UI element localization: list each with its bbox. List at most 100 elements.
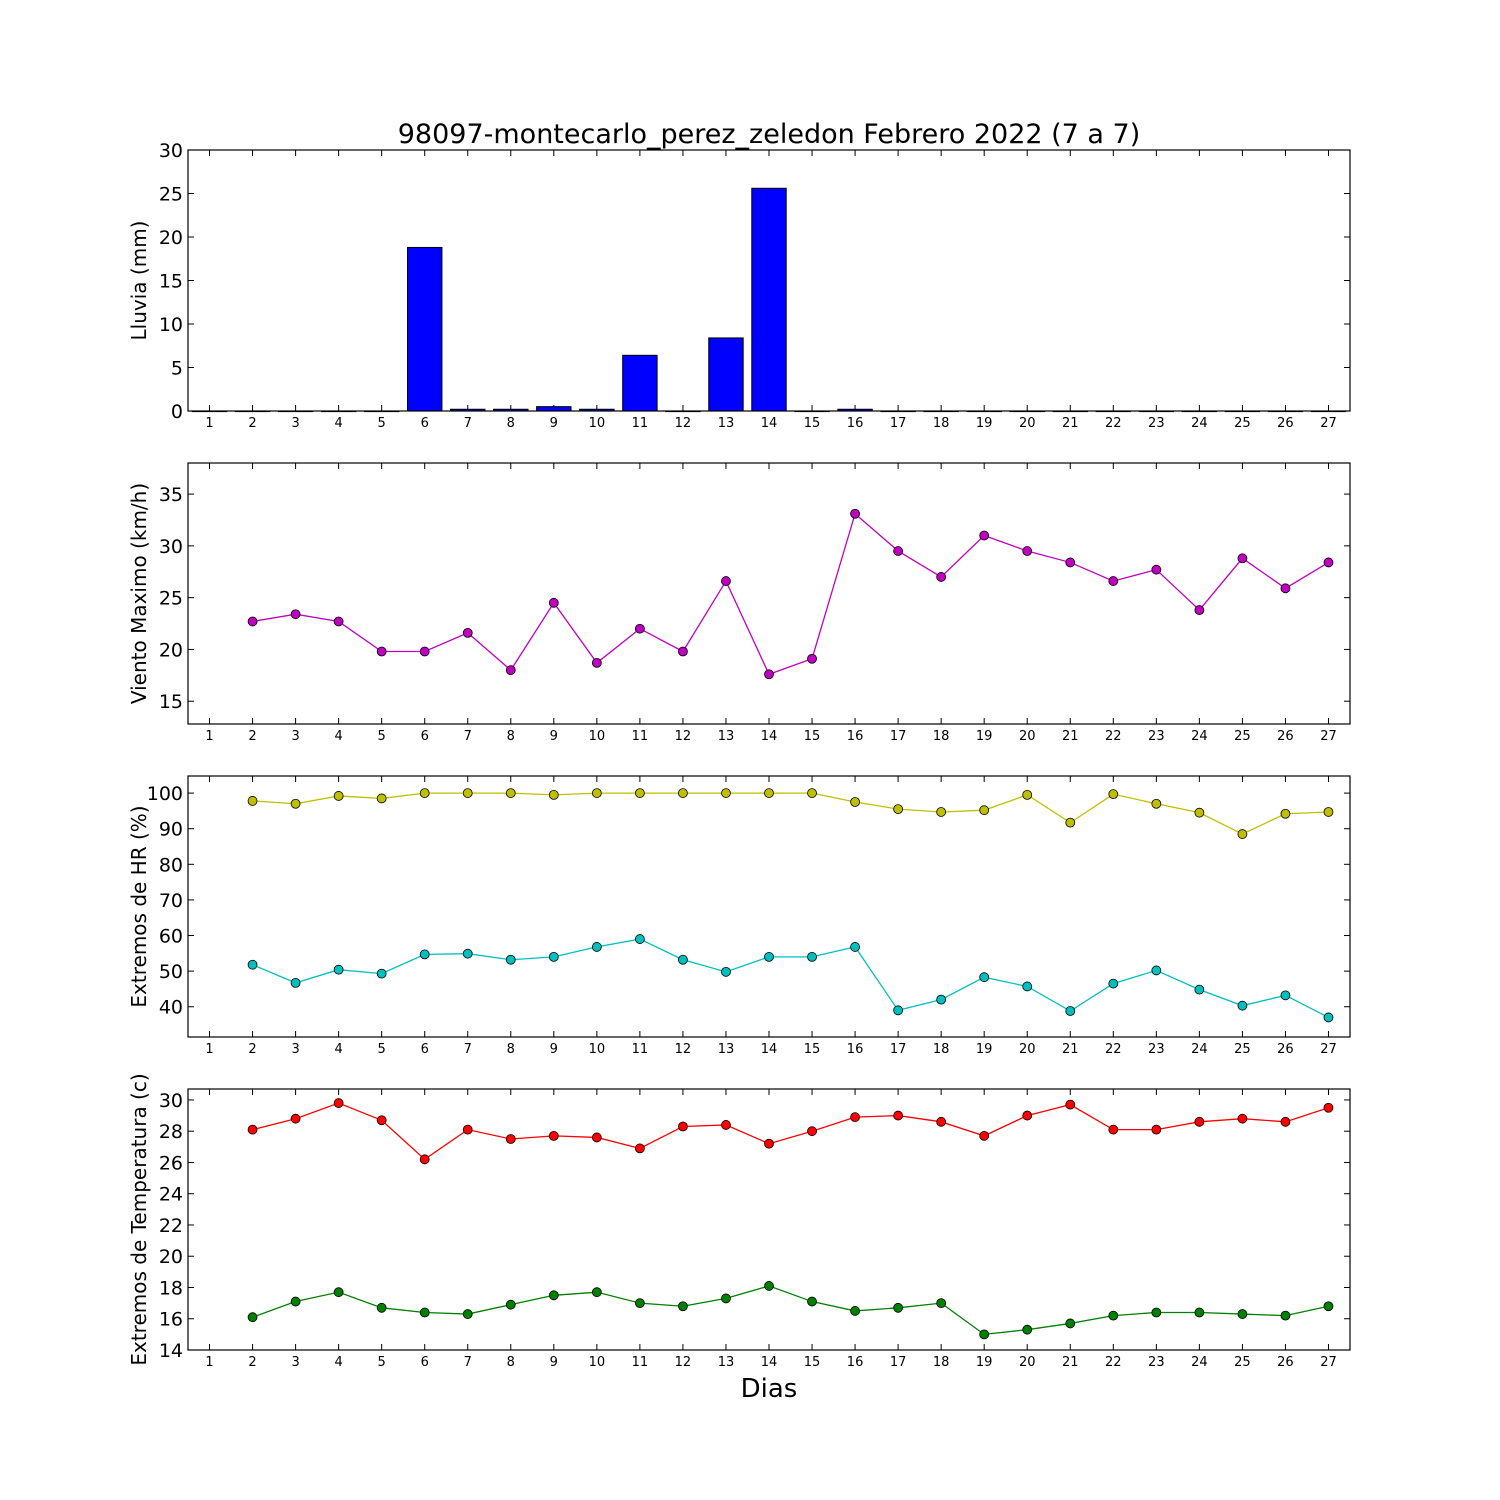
x-tick-label: 21 — [1062, 1042, 1079, 1057]
data-point — [678, 1301, 688, 1312]
data-point — [1065, 1099, 1076, 1110]
data-point — [505, 1299, 516, 1310]
x-tick-label: 3 — [291, 729, 299, 744]
y-tick-label: 20 — [159, 639, 183, 661]
data-point — [1108, 978, 1119, 989]
x-tick-label: 17 — [890, 416, 907, 431]
series-line-1 — [252, 1102, 1329, 1161]
data-point — [850, 1112, 860, 1123]
x-tick-label: 2 — [248, 416, 256, 431]
data-point — [548, 951, 559, 962]
x-tick-label: 22 — [1105, 416, 1122, 431]
x-tick-label: 14 — [761, 1042, 778, 1057]
data-point — [419, 646, 430, 657]
x-tick-label: 22 — [1105, 1042, 1122, 1057]
data-point — [591, 1132, 602, 1143]
x-tick-label: 9 — [550, 1355, 558, 1370]
x-tick-label: 26 — [1277, 416, 1294, 431]
y-tick-label: 15 — [159, 691, 183, 713]
data-point — [376, 793, 387, 804]
x-tick-label: 1 — [205, 729, 213, 744]
data-point — [807, 951, 817, 962]
x-tick-label: 4 — [334, 729, 342, 744]
x-tick-label: 7 — [464, 416, 472, 431]
x-tick-label: 15 — [804, 416, 821, 431]
x-tick-label: 16 — [847, 1042, 864, 1057]
data-point — [1323, 557, 1334, 568]
y-tick-label: 24 — [159, 1184, 183, 1206]
data-point — [462, 948, 473, 959]
x-tick-label: 12 — [675, 1042, 692, 1057]
data-point — [1022, 546, 1033, 556]
data-point — [548, 789, 559, 800]
x-tick-label: 4 — [334, 1042, 342, 1057]
series-line-1 — [252, 512, 1329, 676]
panel-4: Extremos de Temperatura (c) 1416182022242… — [127, 1073, 1351, 1370]
x-tick-label: 1 — [205, 1042, 213, 1057]
x-tick-label: 24 — [1191, 1355, 1208, 1370]
data-point — [1323, 1102, 1334, 1113]
x-tick-label: 7 — [464, 1355, 472, 1370]
data-point — [807, 1126, 817, 1137]
y-tick-label: 90 — [159, 819, 183, 841]
data-point — [634, 1143, 645, 1154]
x-tick-label: 14 — [761, 729, 778, 744]
y-tick-label: 14 — [159, 1340, 183, 1362]
y-tick-label: 25 — [159, 588, 183, 610]
x-tick-label: 18 — [933, 729, 950, 744]
data-point — [419, 949, 430, 960]
x-tick-label: 19 — [976, 416, 993, 431]
data-point — [419, 1154, 430, 1165]
y-tick-label: 18 — [159, 1277, 183, 1299]
x-tick-label: 20 — [1019, 729, 1036, 744]
y-tick-label: 20 — [159, 1246, 183, 1268]
x-tick-label: 11 — [632, 416, 649, 431]
data-point — [376, 1302, 387, 1313]
data-point — [893, 1302, 904, 1313]
x-tick-label: 25 — [1234, 729, 1251, 744]
plot-frame — [187, 462, 1351, 725]
x-tick-label: 16 — [847, 416, 864, 431]
data-point — [1108, 576, 1119, 586]
x-tick-label: 11 — [632, 1355, 649, 1370]
data-point — [764, 951, 774, 962]
data-point — [893, 546, 904, 556]
data-point — [1194, 984, 1205, 995]
data-point — [1194, 1307, 1205, 1318]
data-point — [850, 1306, 860, 1316]
data-point — [764, 788, 774, 798]
data-point — [462, 627, 473, 638]
data-point — [505, 954, 516, 965]
x-tick-label: 18 — [933, 416, 950, 431]
data-point — [850, 942, 860, 952]
x-tick-label: 13 — [718, 729, 735, 744]
x-tick-label: 5 — [378, 729, 386, 744]
data-point — [936, 1298, 947, 1309]
data-point — [462, 1309, 473, 1319]
x-tick-label: 19 — [976, 729, 993, 744]
data-point — [505, 665, 516, 676]
data-point — [634, 1298, 645, 1309]
x-tick-label: 24 — [1191, 416, 1208, 431]
data-point — [247, 1124, 258, 1135]
x-tick-label: 10 — [589, 1042, 606, 1057]
data-point — [290, 977, 301, 988]
data-point — [376, 968, 387, 979]
x-tick-label: 25 — [1234, 1042, 1251, 1057]
x-tick-label: 4 — [334, 416, 342, 431]
x-tick-label: 15 — [804, 1042, 821, 1057]
data-point — [591, 1287, 602, 1298]
data-point — [807, 1296, 817, 1307]
bar — [406, 246, 443, 412]
data-point — [1323, 807, 1334, 817]
x-tick-label: 21 — [1062, 416, 1079, 431]
data-point — [979, 1329, 990, 1340]
data-point — [1194, 807, 1205, 818]
data-point — [1065, 1318, 1076, 1329]
x-tick-label: 5 — [378, 416, 386, 431]
x-tick-label: 3 — [291, 1355, 299, 1370]
x-tick-label: 16 — [847, 1355, 864, 1370]
